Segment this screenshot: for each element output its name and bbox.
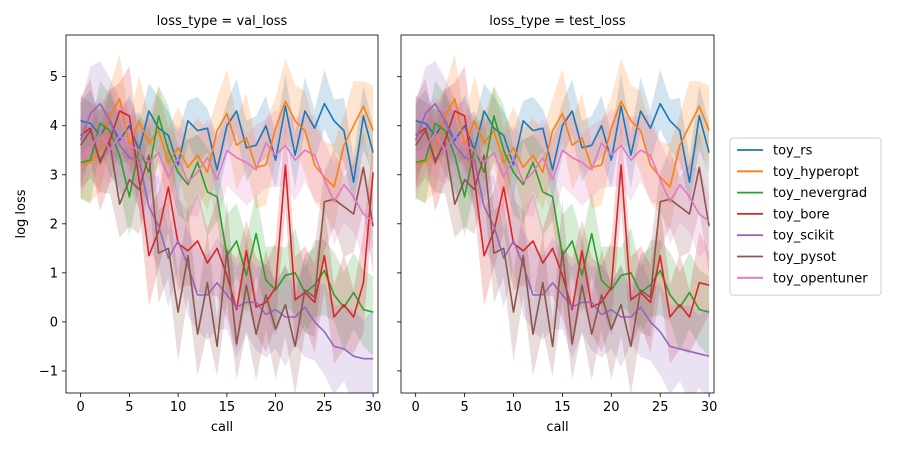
panel-title: loss_type = val_loss (157, 14, 288, 29)
x-tick-label: 0 (76, 400, 84, 415)
legend: toy_rs toy_hyperopt toy_nevergrad toy_boret… (729, 137, 882, 296)
x-tick-label: 5 (125, 400, 133, 415)
line-toy_bore (80, 110, 374, 318)
plot-frame (400, 34, 715, 394)
line-toy_scikit (414, 102, 710, 357)
band-toy_nevergrad (415, 80, 710, 356)
y-tick-label: −1 (39, 364, 58, 379)
panels: 0 5 10 15 20 25 30 −1 0 1 2 3 4 5 loss_type = val_loss… (14, 14, 717, 435)
band-toy_bore (80, 65, 374, 364)
legend-label-toy_rs: toy_rs (773, 144, 813, 159)
plot-frame (65, 34, 379, 394)
legend-label-toy_scikit: toy_scikit (773, 229, 834, 244)
x-tick-label: 5 (460, 400, 468, 415)
x-tick-label: 25 (316, 400, 333, 415)
y-tick-label: 0 (50, 315, 58, 330)
y-tick-label: 2 (50, 217, 58, 232)
legend-label-toy_bore: toy_bore (773, 207, 830, 222)
x-tick-label: 10 (505, 400, 522, 415)
x-tick-label: 25 (652, 400, 669, 415)
legend-label-toy_opentuner: toy_opentuner (773, 271, 868, 286)
legend-box (729, 137, 882, 296)
y-tick-label: 4 (50, 119, 58, 134)
band-toy_hyperopt (415, 53, 710, 231)
legend-label-toy_hyperopt: toy_hyperopt (773, 165, 859, 180)
line-toy_bore (415, 110, 710, 318)
x-tick-label: 30 (701, 400, 718, 415)
y-tick-label: 5 (50, 70, 58, 85)
band-toy_hyperopt (80, 53, 374, 231)
line-toy_rs (415, 102, 710, 183)
panel-1: 0 5 10 15 20 25 30 −1 0 1 2 3 4 5 loss_type = val_loss… (14, 14, 381, 435)
line-toy_pysot (415, 129, 710, 348)
band-toy_rs (80, 69, 374, 205)
line-toy_rs (80, 102, 374, 183)
band-toy_scikit (80, 61, 374, 393)
panel-title: loss_type = test_loss (489, 14, 626, 29)
line-toy_opentuner (415, 132, 710, 223)
y-axis-label: log loss (14, 189, 29, 238)
x-axis-label: call (546, 420, 568, 435)
band-toy_scikit (415, 61, 710, 393)
x-tick-label: 15 (554, 400, 571, 415)
x-tick-label: 20 (267, 400, 284, 415)
line-toy_opentuner (80, 132, 374, 223)
y-tick-label: 3 (50, 168, 58, 183)
line-toy_scikit (79, 102, 374, 360)
band-toy_bore (415, 65, 710, 364)
band-toy_nevergrad (80, 80, 374, 356)
x-tick-label: 15 (219, 400, 236, 415)
legend-label-toy_pysot: toy_pysot (773, 250, 836, 265)
x-tick-label: 10 (170, 400, 187, 415)
legend-label-toy_nevergrad: toy_nevergrad (773, 186, 867, 201)
x-tick-label: 20 (603, 400, 620, 415)
y-tick-label: 1 (50, 266, 58, 281)
x-axis-label: call (211, 420, 233, 435)
panel-data (79, 53, 374, 393)
band-toy_rs (415, 69, 710, 205)
x-tick-label: 0 (412, 400, 420, 415)
line-toy_pysot (79, 129, 374, 348)
panel-data (414, 53, 710, 393)
x-tick-label: 30 (365, 400, 382, 415)
